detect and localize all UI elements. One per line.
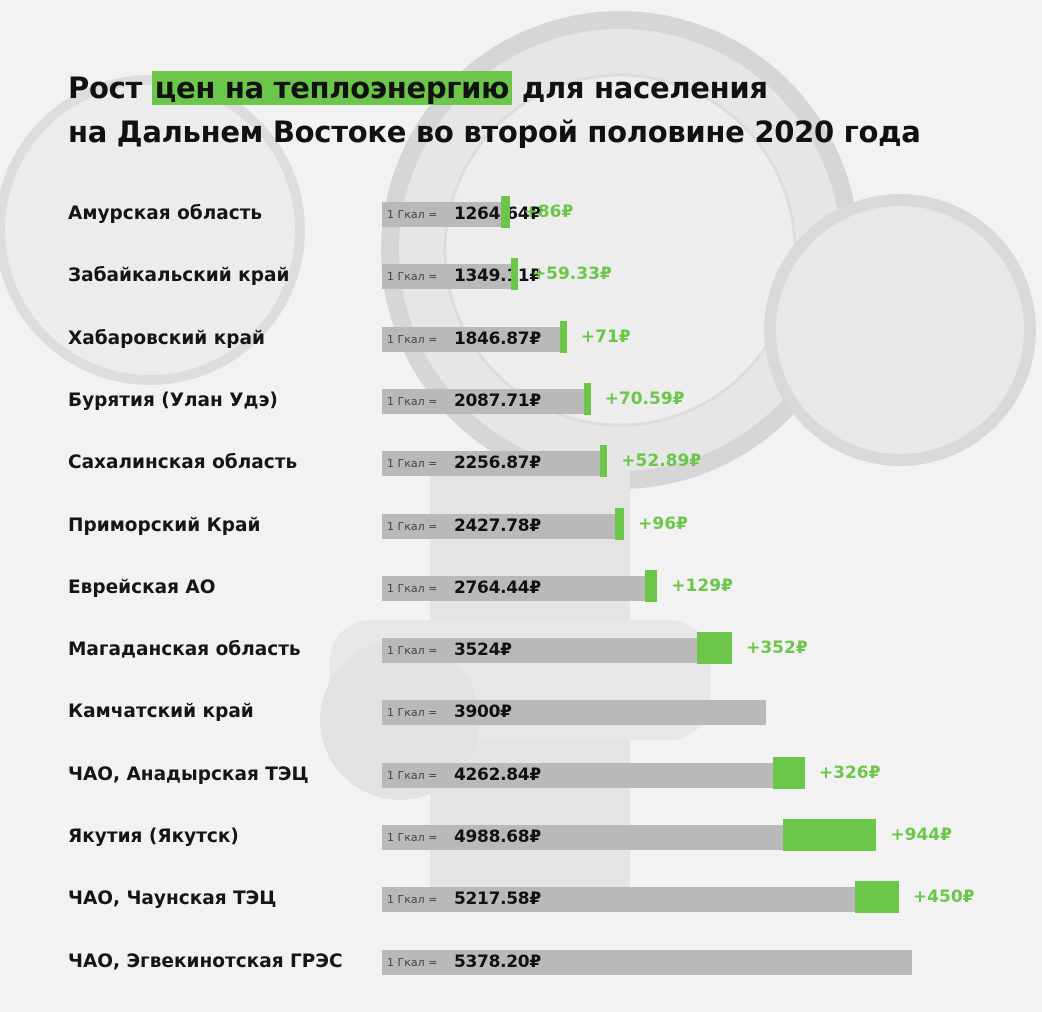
title-line-2: на Дальнем Востоке во второй половине 20… <box>68 115 921 149</box>
price-value: 3900₽ <box>454 702 512 723</box>
price-value: 1349.11₽ <box>454 266 541 287</box>
increase-value: +59.33₽ <box>531 264 612 285</box>
price-unit-label: 1 Гкал = <box>387 519 438 533</box>
increase-value: +326₽ <box>818 762 881 783</box>
price-unit-label: 1 Гкал = <box>387 706 438 720</box>
price-bar <box>382 513 622 539</box>
increase-bar <box>600 445 608 478</box>
price-unit-label: 1 Гкал = <box>387 831 438 844</box>
region-label: ЧАО, Чаунская ТЭЦ <box>68 888 277 910</box>
increase-bar <box>614 507 625 540</box>
price-bar <box>382 388 588 414</box>
region-label: Камчатский край <box>68 701 254 723</box>
title-highlight: цен на теплоэнергию <box>151 71 513 105</box>
price-bar <box>382 202 507 227</box>
region-label: Якутия (Якутск) <box>68 826 239 847</box>
price-value: 2087.71₽ <box>454 390 541 411</box>
price-bar <box>382 700 767 726</box>
increase-value: +944₽ <box>890 825 952 845</box>
region-label: Еврейская АО <box>68 576 216 598</box>
region-label: Магаданская область <box>68 639 301 661</box>
increase-value: +352₽ <box>746 638 808 659</box>
increase-value: +129₽ <box>671 575 733 596</box>
price-value: 2764.44₽ <box>454 577 541 598</box>
region-label: Бурятия (Улан Удэ) <box>68 389 278 411</box>
increase-bar <box>644 569 658 602</box>
increase-value: +71₽ <box>580 326 631 347</box>
price-value: 4262.84₽ <box>454 764 541 785</box>
region-label: Амурская область <box>68 203 263 224</box>
price-value: 1846.87₽ <box>454 328 541 349</box>
price-value: 2256.87₽ <box>454 453 541 474</box>
price-bar <box>382 949 912 975</box>
region-label: ЧАО, Анадырская ТЭЦ <box>68 763 309 785</box>
price-value: 2427.78₽ <box>454 515 541 536</box>
price-value: 1264.64₽ <box>454 204 541 224</box>
region-label: Приморский Край <box>68 514 261 536</box>
title-text: для населения <box>512 71 768 105</box>
price-unit-label: 1 Гкал = <box>387 208 438 221</box>
region-label: Хабаровский край <box>68 327 265 349</box>
increase-value: +86₽ <box>523 202 574 222</box>
price-value: 5378.20₽ <box>454 951 541 972</box>
price-bar <box>382 762 802 788</box>
increase-value: +450₽ <box>912 887 975 908</box>
increase-bar <box>501 196 510 228</box>
price-unit-label: 1 Гкал = <box>387 768 438 782</box>
increase-bar <box>772 756 805 789</box>
increase-bar <box>510 258 518 291</box>
increase-value: +96₽ <box>638 513 688 534</box>
price-unit-label: 1 Гкал = <box>387 457 438 471</box>
chart-title: Рост цен на теплоэнергию для населения н… <box>68 66 968 154</box>
increase-bar <box>783 819 877 851</box>
title-text: Рост <box>68 71 152 105</box>
increase-bar <box>854 881 899 914</box>
region-label: Сахалинская область <box>68 452 298 474</box>
price-bar <box>382 575 655 601</box>
price-unit-label: 1 Гкал = <box>387 332 438 346</box>
price-value: 5217.58₽ <box>454 889 541 910</box>
increase-bar <box>559 320 567 353</box>
increase-value: +52.89₽ <box>621 451 702 472</box>
increase-bar <box>583 382 591 415</box>
title-line-1: Рост цен на теплоэнергию для населения <box>68 66 968 110</box>
price-unit-label: 1 Гкал = <box>387 394 438 408</box>
price-unit-label: 1 Гкал = <box>387 955 438 969</box>
price-bar <box>382 638 730 664</box>
price-unit-label: 1 Гкал = <box>387 270 438 284</box>
region-label: Забайкальский край <box>68 265 290 287</box>
increase-value: +70.59₽ <box>604 388 685 409</box>
price-bar <box>382 451 605 477</box>
region-label: ЧАО, Эгвекинотская ГРЭС <box>68 950 343 972</box>
price-value: 3524₽ <box>454 640 512 661</box>
price-value: 4988.68₽ <box>454 827 541 847</box>
price-unit-label: 1 Гкал = <box>387 644 438 658</box>
price-unit-label: 1 Гкал = <box>387 581 438 595</box>
price-bar <box>382 887 896 913</box>
increase-bar <box>697 632 733 665</box>
price-bar <box>382 326 564 352</box>
price-unit-label: 1 Гкал = <box>387 893 438 907</box>
price-bar <box>382 264 515 290</box>
